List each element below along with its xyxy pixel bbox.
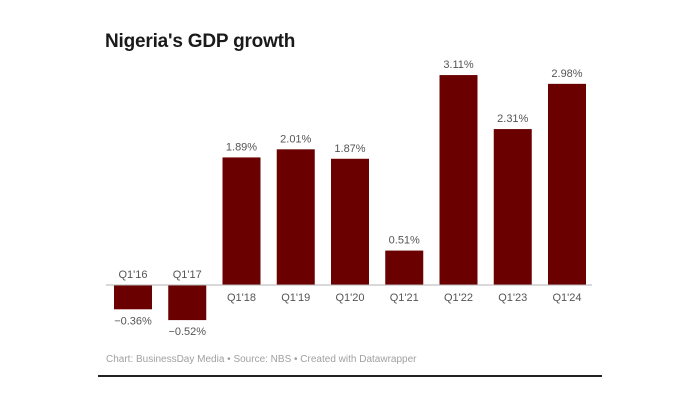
chart-footer-credits: Chart: BusinessDay Media • Source: NBS •… [106,354,417,365]
category-label: Q1'22 [444,292,473,304]
category-label: Q1'21 [390,292,419,304]
bar-Q1-21 [385,250,424,285]
value-label: 0.51% [389,235,420,247]
bar-Q1-19 [276,149,315,285]
category-label: Q1'20 [335,292,364,304]
bar-Q1-23 [493,129,532,285]
bar-Q1-22 [439,75,478,285]
chart-title: Nigeria's GDP growth [105,31,296,52]
bar-Q1-17 [168,285,207,321]
category-label: Q1'19 [281,292,310,304]
category-label: Q1'23 [498,292,527,304]
value-label: −0.36% [114,315,152,327]
value-label: 2.01% [280,133,311,145]
value-label: 1.87% [334,143,365,155]
category-label: Q1'16 [118,269,147,281]
value-label: 2.31% [497,113,528,125]
bar-Q1-18 [222,157,261,285]
value-label: 1.89% [226,141,257,153]
value-label: 2.98% [551,68,582,80]
bar-Q1-20 [331,158,369,285]
bars-group [114,75,586,321]
category-label: Q1'18 [227,292,256,304]
value-label: −0.52% [168,326,206,338]
bar-Q1-16 [114,285,152,310]
value-label: 3.11% [443,59,474,71]
category-label: Q1'17 [173,269,202,281]
labels-group: −0.36% Q1'16 −0.52% Q1'17 1.89% Q1'18 2.01% Q1'… [114,59,583,338]
bottom-divider [98,375,602,377]
category-label: Q1'24 [552,292,581,304]
bar-Q1-24 [548,83,586,285]
